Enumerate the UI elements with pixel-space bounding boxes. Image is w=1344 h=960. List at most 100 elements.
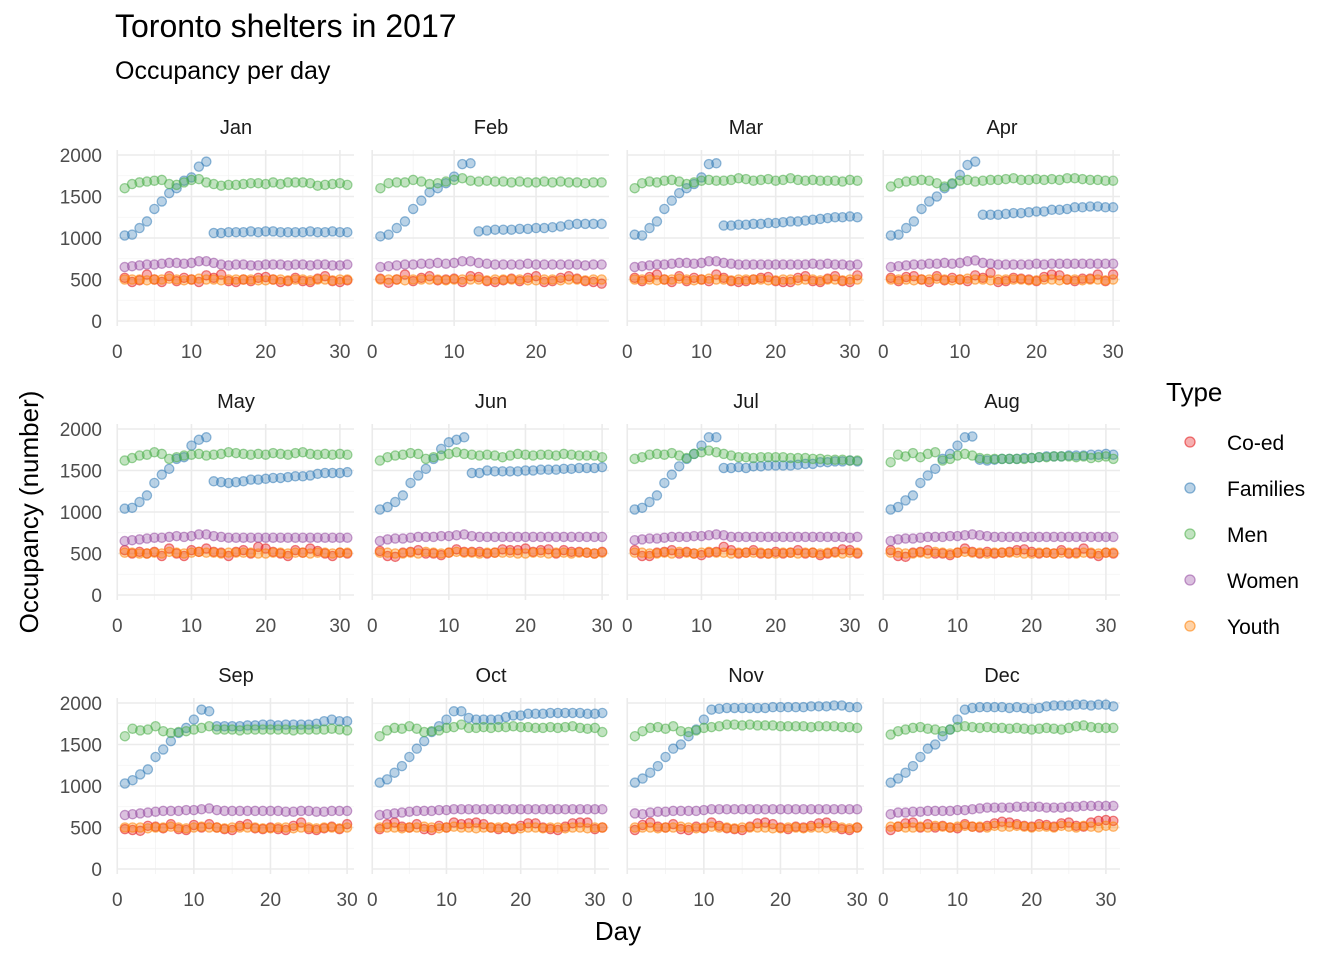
point-men [1023, 174, 1035, 186]
point-men [552, 722, 564, 734]
point-youth [755, 274, 767, 285]
point-men [432, 177, 443, 189]
point-women [703, 529, 715, 541]
point-women [790, 803, 802, 815]
point-families [589, 462, 600, 474]
point-men [992, 174, 1004, 186]
point-women [581, 531, 593, 543]
point-youth [792, 548, 804, 559]
point-youth [885, 274, 897, 285]
point-women [282, 260, 294, 271]
point-men [659, 175, 670, 186]
point-women [173, 805, 184, 817]
point-women [1048, 531, 1060, 543]
point-youth [473, 274, 484, 285]
point-families [673, 187, 685, 199]
point-families [201, 432, 212, 443]
point-families [389, 496, 401, 508]
point-women [245, 260, 257, 271]
point-women [481, 531, 493, 543]
point-men [288, 725, 299, 736]
point-youth [412, 548, 424, 559]
point-families [992, 209, 1004, 221]
point-families [805, 701, 817, 712]
point-women [733, 531, 744, 543]
point-families [807, 214, 819, 225]
point-youth [800, 274, 811, 285]
point-youth [242, 822, 253, 833]
point-women [659, 259, 670, 270]
point-men [215, 180, 227, 191]
point-men [180, 725, 192, 737]
point-women [922, 531, 934, 543]
point-families [215, 227, 227, 239]
point-men [822, 454, 833, 465]
point-families [929, 463, 941, 475]
point-families [470, 714, 482, 725]
point-youth [981, 548, 993, 559]
point-youth [931, 273, 943, 284]
point-women [126, 260, 138, 272]
point-men [327, 449, 338, 460]
point-families [777, 216, 789, 228]
point-men [327, 178, 338, 190]
point-men [498, 176, 509, 187]
point-women [149, 532, 160, 543]
point-youth [703, 273, 715, 284]
point-youth [134, 822, 146, 833]
x-tick-label: 0 [622, 890, 633, 911]
point-women [508, 803, 519, 815]
point-families [759, 702, 771, 714]
point-youth [908, 275, 920, 286]
point-men [295, 724, 307, 735]
point-youth [443, 547, 455, 558]
point-women [981, 530, 993, 542]
point-men [280, 724, 292, 735]
point-men [582, 723, 593, 734]
point-women [937, 531, 948, 543]
point-men [530, 722, 541, 734]
point-youth [673, 546, 685, 558]
y-axis-title: Occupancy (number) [14, 391, 44, 634]
x-tick-label: 20 [765, 616, 786, 637]
point-men [770, 451, 781, 463]
point-women [721, 803, 733, 815]
point-youth [725, 548, 737, 559]
point-men [545, 721, 556, 733]
point-youth [729, 823, 740, 834]
point-women [1004, 531, 1015, 543]
point-families [579, 218, 591, 230]
point-women [282, 532, 294, 543]
point-youth [527, 547, 539, 558]
point-men [652, 721, 664, 733]
point-youth [916, 274, 927, 285]
point-families [399, 216, 411, 227]
x-tick-label: 20 [260, 890, 281, 911]
point-youth [807, 547, 819, 558]
point-families [718, 220, 729, 231]
point-women [563, 259, 575, 270]
point-women [319, 259, 331, 270]
point-families [581, 462, 593, 474]
point-youth [119, 274, 130, 285]
point-women [435, 530, 447, 542]
point-youth [822, 547, 833, 558]
point-youth [644, 548, 655, 559]
point-men [573, 450, 585, 461]
point-men [539, 176, 550, 187]
point-families [327, 226, 338, 237]
point-women [629, 261, 640, 273]
point-families [141, 490, 153, 501]
point-families [382, 501, 393, 513]
point-youth [785, 274, 796, 285]
point-women [260, 259, 271, 270]
point-youth [696, 547, 707, 558]
point-men [782, 720, 794, 732]
point-youth [550, 547, 562, 558]
point-men [703, 174, 715, 186]
point-women [644, 260, 655, 271]
point-youth [559, 823, 571, 834]
point-youth [1004, 547, 1015, 558]
point-women [522, 803, 534, 815]
point-women [637, 808, 648, 820]
